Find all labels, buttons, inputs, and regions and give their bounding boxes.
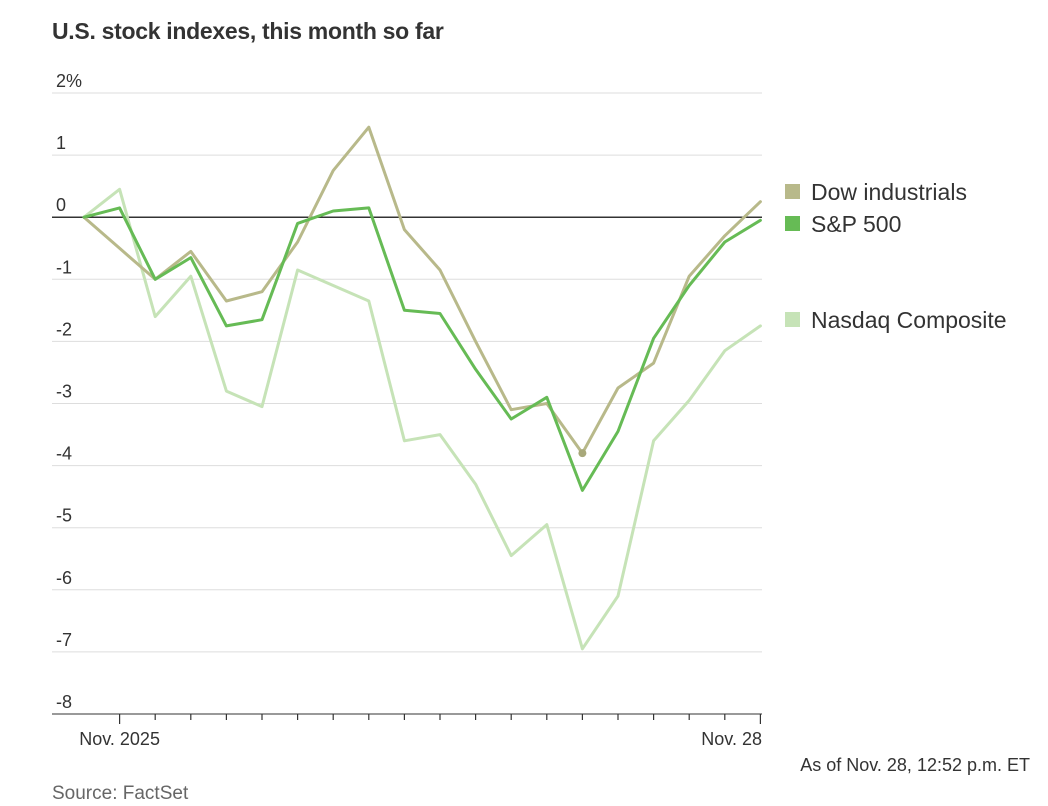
y-tick-label: -7 — [56, 630, 72, 650]
y-tick-label: -5 — [56, 506, 72, 526]
legend-swatch — [785, 312, 800, 327]
series-lines — [82, 125, 762, 651]
low-point-marker — [578, 449, 587, 458]
y-tick-label: -2 — [56, 319, 72, 339]
legend-label: Dow industrials — [811, 179, 967, 205]
series-line-s-p-500 — [82, 206, 762, 492]
y-tick-label: 0 — [56, 195, 66, 215]
legend-label: S&P 500 — [811, 211, 901, 237]
y-tick-label: -6 — [56, 568, 72, 588]
x-axis: Nov. 2025 Nov. 28 — [79, 714, 762, 749]
y-axis: 2% 1 0 -1 -2 -3 -4 -5 -6 -7 -8 — [56, 71, 82, 712]
legend-label: Nasdaq Composite — [811, 307, 1007, 333]
y-tick-label: -8 — [56, 692, 72, 712]
y-tick-label: 2% — [56, 71, 82, 91]
legend: Dow industrials S&P 500 Nasdaq Composite — [785, 179, 1007, 333]
y-tick-label: -1 — [56, 257, 72, 277]
timestamp-note: As of Nov. 28, 12:52 p.m. ET — [800, 755, 1030, 775]
y-tick-label: -4 — [56, 444, 72, 464]
y-tick-label: -3 — [56, 382, 72, 402]
y-tick-label: 1 — [56, 133, 66, 153]
chart-title: U.S. stock indexes, this month so far — [52, 18, 444, 44]
legend-swatch — [785, 216, 800, 231]
series-line-nasdaq-composite — [82, 187, 762, 651]
legend-swatch — [785, 184, 800, 199]
gridlines — [52, 92, 762, 715]
source-note: Source: FactSet — [52, 783, 189, 804]
x-tick-label: Nov. 28 — [701, 729, 762, 749]
x-tick-label: Nov. 2025 — [79, 729, 160, 749]
series-line-dow-industrials — [82, 125, 762, 455]
